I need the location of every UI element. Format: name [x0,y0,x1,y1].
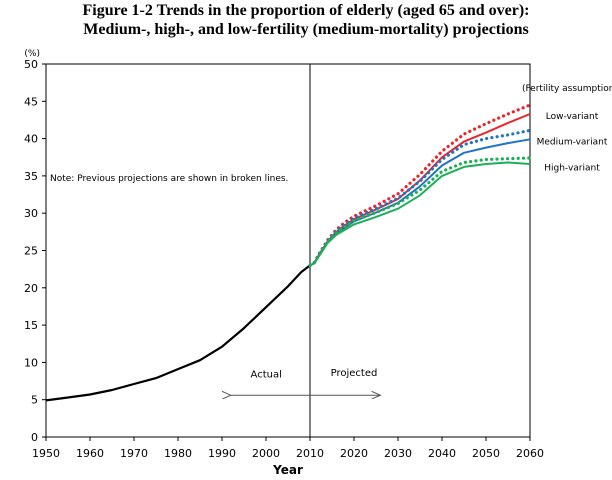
y-tick-label: 25 [24,245,38,258]
y-tick-label: 5 [31,394,38,407]
x-tick-label: 2050 [472,447,500,460]
actual-label: Actual [251,369,282,380]
plot-frame [45,63,531,438]
x-tick-label: 1970 [120,447,148,460]
legend-header: (Fertility assumption) [522,84,612,94]
x-tick-label: 2040 [428,447,456,460]
y-tick-label: 10 [24,356,38,369]
series-line-high-variant-previous [308,156,532,267]
x-tick-label: 1990 [208,447,236,460]
x-tick-label: 2060 [516,447,544,460]
series-line-actual [45,264,311,402]
chart-title: Figure 1-2 Trends in the proportion of e… [0,1,612,39]
y-tick-label: 45 [24,95,38,108]
series-label-low-variant: Low-variant [546,112,599,122]
x-tick-label: 1950 [32,447,60,460]
y-tick-label: 0 [31,431,38,444]
projected-label: Projected [331,368,378,379]
y-tick-label: 50 [24,58,38,71]
y-tick-label: 30 [24,207,38,220]
y-axis-label: (%) [24,49,40,59]
y-tick-label: 40 [24,133,38,146]
annotations: (Fertility assumption) Low-variant Medium-… [50,84,612,395]
x-tick-label: 2030 [384,447,412,460]
chart-title-line-2: Medium-, high-, and low-fertility (mediu… [83,21,529,38]
y-tick-label: 35 [24,170,38,183]
x-tick-label: 2020 [340,447,368,460]
x-tick-label: 1980 [164,447,192,460]
x-tick-label: 2010 [296,447,324,460]
series-group [45,103,532,402]
series-line-high-variant [309,161,531,267]
series-label-high-variant: High-variant [544,164,600,174]
note-text: Note: Previous projections are shown in … [50,174,288,184]
axes: 0 5 10 15 20 25 30 35 40 45 50 1950 1960 1970 1980 1990… [24,49,544,477]
x-tick-label: 2000 [252,447,280,460]
y-tick-label: 20 [24,282,38,295]
x-tick-label: 1960 [76,447,104,460]
series-line-medium-variant-previous [308,128,532,267]
chart-title-line-1: Figure 1-2 Trends in the proportion of e… [82,2,530,19]
y-tick-label: 15 [24,319,38,332]
x-axis-label: Year [272,463,303,477]
series-label-medium-variant: Medium-variant [537,138,608,148]
